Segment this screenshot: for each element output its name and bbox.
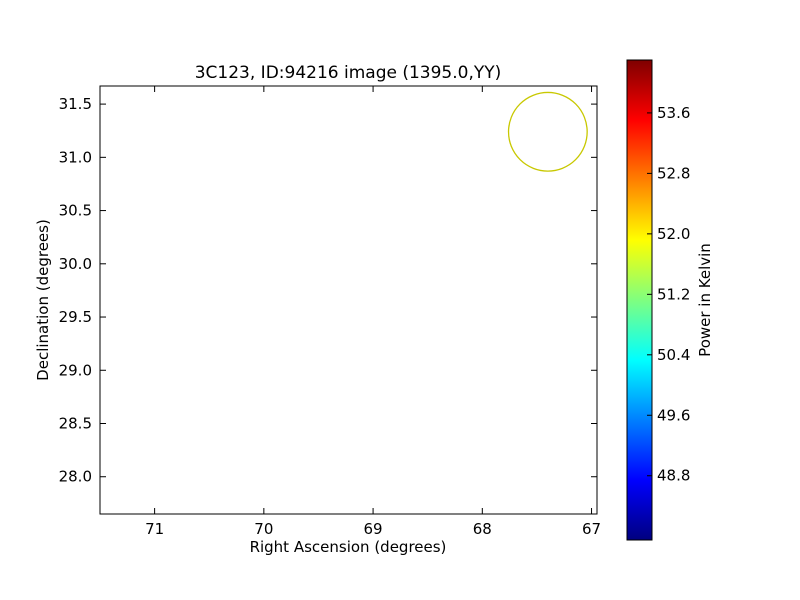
colorbar-tick-label: 52.0	[657, 225, 690, 243]
plot-frame	[99, 85, 598, 515]
y-tick-label: 31.5	[59, 95, 92, 113]
y-tick-label: 29.0	[59, 361, 92, 379]
y-axis-label: Declination (degrees)	[34, 219, 52, 381]
colorbar-gradient	[626, 59, 653, 541]
chart-title: 3C123, ID:94216 image (1395.0,YY)	[195, 63, 502, 83]
x-tick-label: 67	[582, 520, 601, 538]
colorbar-tick-label: 50.4	[657, 346, 690, 364]
colorbar-tick-label: 48.8	[657, 467, 690, 485]
y-axis: 28.0 28.5 29.0 29.5 30.0 30.5 31.0 31.5	[59, 95, 597, 486]
y-tick-label: 31.0	[59, 148, 92, 166]
y-tick-label: 30.0	[59, 255, 92, 273]
x-tick-label: 69	[364, 520, 383, 538]
colorbar-ticks: 48.8 49.6 50.4 51.2 52.0 52.8 53.6	[647, 104, 690, 485]
heatmap-image	[100, 86, 597, 514]
colorbar-label: Power in Kelvin	[696, 243, 714, 357]
x-tick-label: 70	[254, 520, 273, 538]
x-axis: 71 70 69 68 67	[145, 86, 601, 538]
colorbar: 48.8 49.6 50.4 51.2 52.0 52.8 53.6 Power in Ke…	[626, 59, 714, 541]
x-tick-label: 68	[473, 520, 492, 538]
x-axis-label: Right Ascension (degrees)	[250, 538, 447, 556]
plot-area: 71 70 69 68 67 28.0 28.5 29.0 29.5 30.0 30.5 31.0 3…	[59, 85, 601, 538]
x-tick-label: 71	[145, 520, 164, 538]
colorbar-tick-label: 49.6	[657, 406, 690, 424]
y-tick-label: 30.5	[59, 202, 92, 220]
colorbar-tick-label: 53.6	[657, 104, 690, 122]
colorbar-tick-label: 52.8	[657, 164, 690, 182]
colorbar-tick-label: 51.2	[657, 285, 690, 303]
beam-marker	[507, 91, 588, 172]
y-tick-label: 29.5	[59, 308, 92, 326]
y-tick-label: 28.0	[59, 468, 92, 486]
y-tick-label: 28.5	[59, 415, 92, 433]
